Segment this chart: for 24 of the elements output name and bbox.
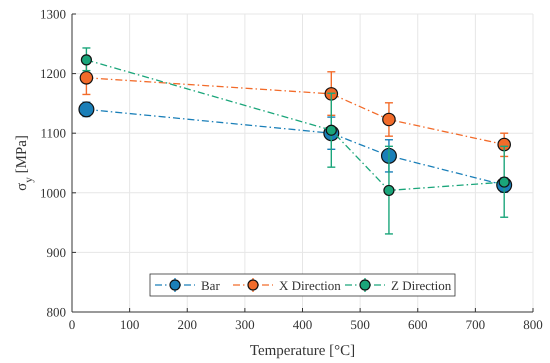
x-tick-label: 600 <box>408 317 428 332</box>
x-tick-label: 200 <box>178 317 197 332</box>
legend-label: Z Direction <box>391 278 452 293</box>
y-tick-label: 1100 <box>40 126 66 141</box>
point <box>383 184 395 196</box>
legend-label: Bar <box>201 278 220 293</box>
x-tick-label: 400 <box>292 317 312 332</box>
x-tick-label: 0 <box>68 317 76 332</box>
y-tick-label: 1200 <box>40 66 66 82</box>
point <box>78 101 94 118</box>
y-tick-label: 800 <box>46 304 66 320</box>
point <box>80 70 94 85</box>
x-tick-label: 700 <box>466 317 486 332</box>
point <box>80 54 92 66</box>
y-tick-label: 900 <box>46 244 66 260</box>
legend-label: X Direction <box>279 278 342 293</box>
x-tick-label: 300 <box>235 317 255 332</box>
y-tick-label: 1000 <box>40 185 66 200</box>
x-tick-label: 500 <box>350 317 370 332</box>
x-tick-label: 800 <box>523 317 543 332</box>
point <box>382 112 396 126</box>
x-tick-label: 100 <box>120 317 140 332</box>
y-tick-label: 1300 <box>40 6 66 22</box>
x-axis-title: Temperature [°C] <box>250 343 356 359</box>
